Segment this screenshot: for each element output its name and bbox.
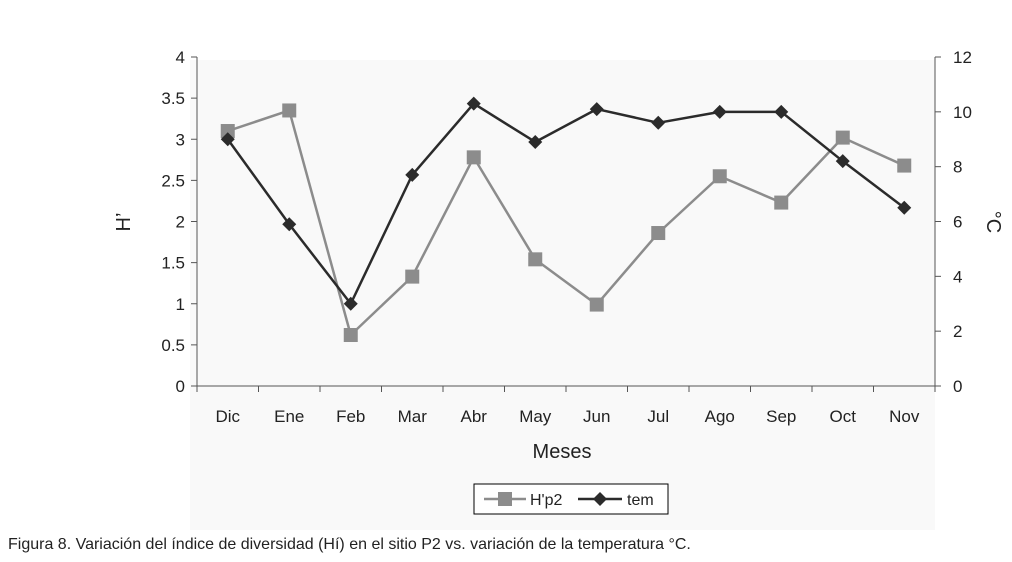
data-point-hp2 [343, 328, 358, 343]
y2-tick-label: 8 [953, 158, 962, 177]
y-tick-label: 3 [176, 130, 185, 149]
data-point-hp2 [897, 158, 912, 173]
legend-label-hp2: H'p2 [530, 492, 563, 509]
x-tick-label: Nov [889, 407, 920, 426]
plot-area-background [190, 60, 935, 530]
series-layer [220, 96, 912, 343]
x-tick-label: Feb [336, 407, 365, 426]
data-point-hp2 [651, 226, 666, 241]
series-line-hp2 [227, 109, 905, 337]
data-point-hp2 [712, 169, 727, 184]
y-tick-label: 2 [176, 213, 185, 232]
y-tick-label: 2.5 [161, 171, 185, 190]
data-point-tem [405, 167, 420, 182]
x-tick-label: Sep [766, 407, 796, 426]
legend-marker-tem [593, 492, 607, 506]
legend-marker-hp2 [498, 492, 512, 506]
data-point-hp2 [220, 124, 235, 139]
x-tick-label: Jul [647, 407, 669, 426]
data-point-tem [343, 296, 358, 311]
data-point-hp2 [589, 297, 604, 312]
x-tick-label: Mar [398, 407, 428, 426]
x-tick-label: Abr [461, 407, 488, 426]
data-point-tem [712, 104, 727, 119]
data-point-tem [897, 200, 912, 215]
data-point-tem [835, 154, 850, 169]
figure-caption: Figura 8. Variación del índice de divers… [8, 536, 691, 553]
y2-tick-label: 6 [953, 213, 962, 232]
axes: 0 0.5 1 1.5 2 2.5 3 3.5 4 0 2 4 6 8 10 12 Dic Ene Feb Mar Ab… [161, 48, 972, 426]
x-tick-label: Jun [583, 407, 610, 426]
y-tick-label: 0.5 [161, 336, 185, 355]
series-line-tem [226, 102, 906, 305]
data-point-tem [466, 96, 481, 111]
y-tick-label: 1 [176, 295, 185, 314]
y2-tick-label: 0 [953, 377, 962, 396]
y-tick-label: 1.5 [161, 254, 185, 273]
y2-tick-label: 10 [953, 103, 972, 122]
x-tick-label: Ago [705, 407, 735, 426]
y2-axis-title: °C [982, 211, 1004, 233]
data-point-hp2 [466, 150, 481, 165]
data-point-tem [220, 132, 235, 147]
y-tick-label: 3.5 [161, 89, 185, 108]
data-point-tem [774, 104, 789, 119]
data-point-tem [528, 134, 543, 149]
y2-tick-label: 4 [953, 267, 962, 286]
data-point-hp2 [282, 103, 297, 118]
data-point-hp2 [774, 195, 789, 210]
data-point-tem [589, 102, 604, 117]
data-point-hp2 [528, 252, 543, 267]
y2-tick-label: 2 [953, 322, 962, 341]
x-tick-label: Dic [215, 407, 240, 426]
data-point-hp2 [405, 269, 420, 284]
y2-tick-label: 12 [953, 48, 972, 67]
y-tick-label: 4 [176, 48, 185, 67]
data-point-tem [282, 217, 297, 232]
data-point-hp2 [835, 130, 850, 145]
x-axis-title: Meses [533, 441, 592, 463]
x-tick-label: May [519, 407, 552, 426]
legend: H'p2 tem [473, 483, 669, 515]
x-tick-label: Oct [830, 407, 857, 426]
x-tick-label: Ene [274, 407, 304, 426]
data-point-tem [651, 115, 666, 130]
y-axis-title: H’ [113, 213, 135, 232]
legend-label-tem: tem [627, 492, 654, 509]
y-tick-label: 0 [176, 377, 185, 396]
